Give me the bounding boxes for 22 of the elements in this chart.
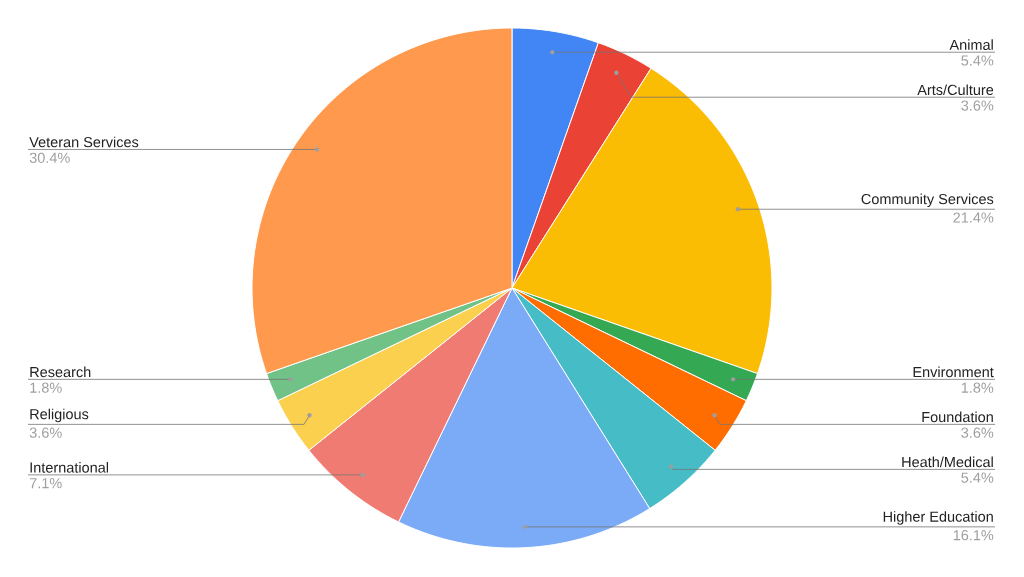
slice-label: Arts/Culture: [917, 84, 994, 96]
slice-label: Veteran Services: [29, 136, 139, 148]
data-label: 7.1%: [29, 478, 62, 489]
data-label: 1.8%: [30, 382, 62, 393]
data-label: 5.4%: [961, 472, 994, 483]
slice-label: International: [30, 462, 109, 473]
slice-label: Animal: [949, 39, 993, 51]
data-label: 21.4%: [953, 212, 994, 223]
data-label: 5.4%: [961, 55, 994, 66]
slice-label: Foundation: [922, 411, 993, 423]
slice-label: Heath/Medical: [902, 456, 993, 468]
slice-label: Environment: [913, 366, 994, 378]
data-label: 16.1%: [953, 530, 994, 541]
data-label: 1.8%: [961, 382, 994, 393]
data-label: 3.6%: [961, 427, 994, 438]
slice-label: Religious: [30, 408, 89, 423]
slice-label: Community Services: [861, 193, 994, 208]
slice-label: Research: [30, 366, 91, 378]
data-label: 3.6%: [29, 427, 62, 438]
data-label: 3.6%: [961, 100, 994, 111]
slice-label: Higher Education: [883, 511, 993, 525]
data-label: 30.4%: [29, 152, 70, 163]
